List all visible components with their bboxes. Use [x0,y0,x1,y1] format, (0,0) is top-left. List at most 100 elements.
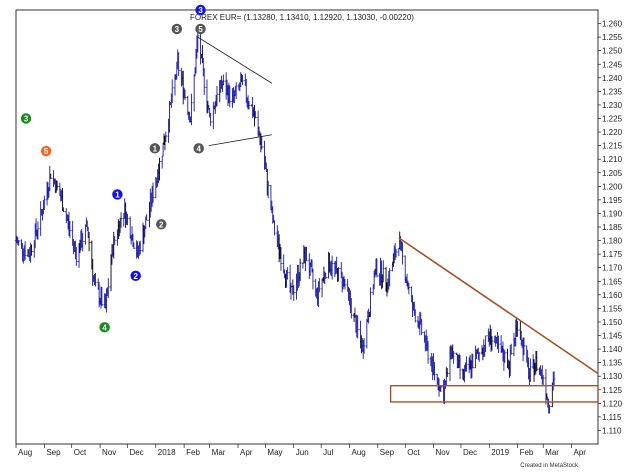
price-bar [203,68,206,96]
price-bar [503,350,507,363]
price-bar [362,338,366,354]
price-bar [177,52,180,76]
price-bar [228,85,231,108]
price-bar [190,93,193,126]
wave-label: 2 [156,219,167,230]
y-tick-label: 1.165 [602,277,623,286]
wave-label-text: 2 [159,220,164,229]
price-bar [552,371,556,386]
price-bar [478,352,481,362]
price-bar [81,232,84,252]
price-bar [17,240,20,246]
price-bar [139,240,142,255]
price-bar [497,335,500,353]
price-bar [292,285,295,302]
price-bar [311,268,315,290]
price-bar [36,221,40,240]
price-bar [126,213,129,226]
trendline [398,237,599,375]
trendline [208,134,272,147]
price-bar [426,341,430,364]
price-bar [433,362,436,381]
price-bar [215,85,219,107]
wave-label: 4 [193,143,204,154]
y-tick-label: 1.235 [602,87,623,96]
price-bar [49,173,52,179]
credit-text: Created in MetaStock [520,463,579,469]
y-tick-label: 1.215 [602,142,623,151]
wave-label-circle [195,23,206,35]
price-bar [356,315,359,339]
y-tick-label: 1.205 [602,169,623,178]
y-tick-label: 1.110 [602,426,622,435]
wave-label-circle [195,4,206,16]
wave-label-text: 4 [197,144,202,153]
price-bar [465,356,468,372]
price-bar [119,212,123,228]
price-bar [94,273,97,287]
wave-label: 1 [112,189,123,200]
y-tick-label: 1.230 [602,101,623,110]
price-bar [343,279,347,290]
price-bar [132,242,136,250]
price-bar [23,241,27,260]
price-bar [158,157,161,181]
y-tick-label: 1.240 [602,74,623,83]
price-bar [541,375,545,386]
y-tick-label: 1.170 [602,264,623,273]
x-tick-label: Apr [240,448,253,457]
x-tick-label: 2018 [158,448,176,457]
wave-label: 4 [99,322,110,333]
y-tick-label: 1.190 [602,209,623,218]
price-bar [446,368,449,378]
wave-label: 1 [149,143,161,154]
x-tick-label: 2019 [491,448,509,457]
price-bar [510,343,513,355]
wave-label-text: 3 [24,115,29,124]
price-bar [516,321,519,337]
y-tick-label: 1.185 [602,223,623,232]
price-bar [522,337,526,356]
x-tick-label: May [267,448,282,457]
y-tick-label: 1.260 [602,20,623,29]
price-bar [318,278,321,293]
wave-label-text: 5 [198,25,203,34]
wave-label: 5 [195,23,206,35]
price-bar [68,221,72,238]
price-bar [241,75,244,86]
x-tick-label: Apr [574,448,587,457]
price-bar [100,286,104,307]
wave-label-circle [20,113,32,124]
y-tick-label: 1.130 [602,372,623,381]
y-tick-label: 1.160 [602,291,623,300]
price-bar [222,74,225,86]
wave-label-circle [193,143,204,154]
price-bar [452,350,455,364]
y-tick-label: 1.245 [602,60,623,69]
x-tick-label: Oct [74,448,87,457]
price-bar [350,298,353,319]
price-bar [305,246,308,262]
plot-area [15,9,599,445]
y-tick-label: 1.120 [602,399,623,408]
wave-label: 3 [195,4,206,16]
price-bar [401,242,404,265]
price-bar [548,404,551,414]
price-bar [529,358,532,382]
wave-label-circle [156,219,167,230]
x-tick-label: Dec [129,448,143,457]
price-bar [55,180,59,191]
wave-label: 3 [20,113,32,124]
price-bar [107,278,110,299]
wave-label-circle [130,270,141,282]
price-bar [382,260,385,283]
price-bar [273,220,276,236]
price-bar [337,267,340,282]
price-bar [369,287,372,318]
trendline [197,36,273,84]
price-bar [75,247,78,266]
x-tick-label: Aug [18,448,32,457]
price-bar [254,111,257,119]
x-tick-label: Sep [46,448,61,457]
